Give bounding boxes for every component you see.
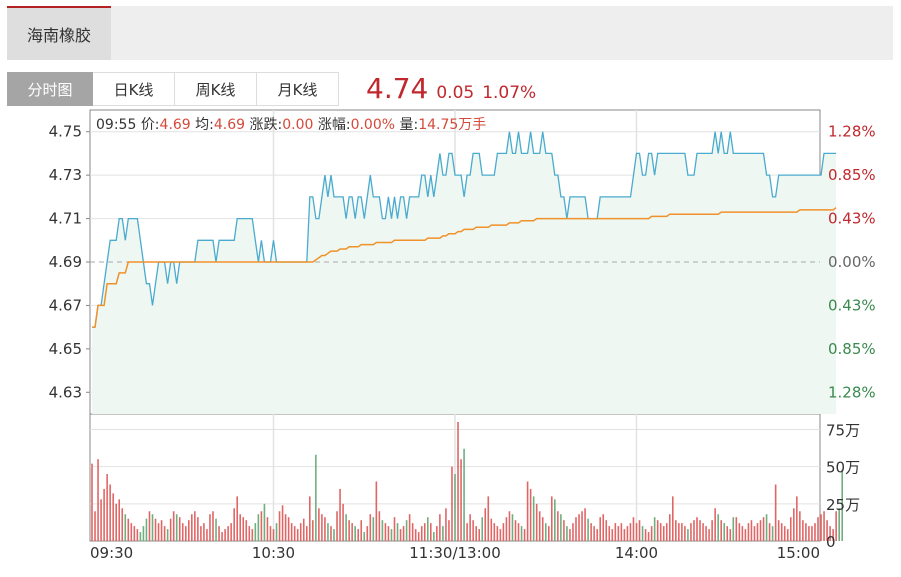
volume-bars: [91, 422, 844, 541]
chart-tabs: 分时图 日K线 周K线 月K线: [7, 72, 339, 106]
axis-labels: 4.75 1.28% 4.73 0.85% 4.71 0.43% 4.69 0.00% 4.67…: [49, 123, 876, 562]
x-tick-label: 10:30: [252, 544, 295, 562]
x-tick-label: 09:30: [90, 544, 133, 562]
y-pct-label: 0.00%: [828, 253, 876, 271]
info-chg-label: 涨跌:: [249, 117, 283, 133]
x-tick-label: 11:30/13:00: [409, 544, 501, 562]
volume-tick-label: 50万: [826, 459, 860, 477]
intraday-chart[interactable]: 4.75 1.28% 4.73 0.85% 4.71 0.43% 4.69 0.00% 4.67…: [0, 106, 901, 577]
current-price: 4.74: [366, 72, 429, 105]
price-fill-area: [92, 131, 837, 414]
quote-summary: 4.74 0.05 1.07%: [366, 72, 536, 106]
tab-label: 周K线: [195, 80, 236, 99]
tab-intraday[interactable]: 分时图: [7, 72, 93, 106]
stock-header-bar: 海南橡胶: [7, 6, 893, 60]
info-amp: 0.00%: [350, 117, 396, 133]
y-tick-label: 4.71: [49, 210, 82, 228]
y-pct-label: 0.85%: [828, 340, 876, 358]
y-pct-label: 1.28%: [828, 123, 876, 141]
tab-label: 分时图: [27, 80, 73, 99]
y-tick-label: 4.63: [49, 383, 82, 401]
stock-name-tab[interactable]: 海南橡胶: [7, 6, 111, 60]
info-avg: 4.69: [213, 117, 246, 133]
volume-tick-label: 0: [826, 533, 836, 551]
volume-tick-label: 25万: [826, 496, 860, 514]
x-tick-label: 15:00: [777, 544, 820, 562]
info-amp-label: 涨幅:: [317, 117, 351, 133]
price-change-pct: 1.07%: [482, 83, 537, 103]
y-pct-label: 0.43%: [828, 210, 876, 228]
price-change: 0.05: [436, 83, 475, 103]
info-price-label: 价:: [140, 117, 160, 133]
volume-tick-label: 75万: [826, 421, 860, 439]
y-tick-label: 4.73: [49, 166, 82, 184]
info-avg-label: 均:: [195, 117, 214, 133]
stock-name: 海南橡胶: [26, 26, 91, 45]
info-chg: 0.00: [282, 117, 314, 133]
y-tick-label: 4.75: [49, 123, 82, 141]
info-vol-label: 量:: [399, 117, 419, 133]
y-tick-label: 4.69: [49, 253, 82, 271]
y-pct-label: 0.85%: [828, 166, 876, 184]
y-tick-label: 4.67: [49, 296, 82, 314]
y-pct-label: 1.28%: [828, 383, 876, 401]
info-time: 09:55: [96, 117, 137, 133]
x-tick-label: 14:00: [615, 544, 658, 562]
tab-label: 月K线: [277, 80, 318, 99]
y-pct-label: 0.43%: [828, 296, 876, 314]
average-price-line: [92, 207, 837, 328]
tab-label: 日K线: [113, 80, 154, 99]
crosshair-info: 09:55 价:4.69 均:4.69 涨跌:0.00 涨幅:0.00% 量:1…: [96, 114, 486, 134]
y-tick-label: 4.65: [49, 340, 82, 358]
tab-daily-k[interactable]: 日K线: [93, 72, 175, 106]
info-price: 4.69: [159, 117, 191, 133]
tab-monthly-k[interactable]: 月K线: [257, 72, 339, 106]
tab-weekly-k[interactable]: 周K线: [175, 72, 257, 106]
info-vol: 14.75万手: [418, 117, 487, 133]
